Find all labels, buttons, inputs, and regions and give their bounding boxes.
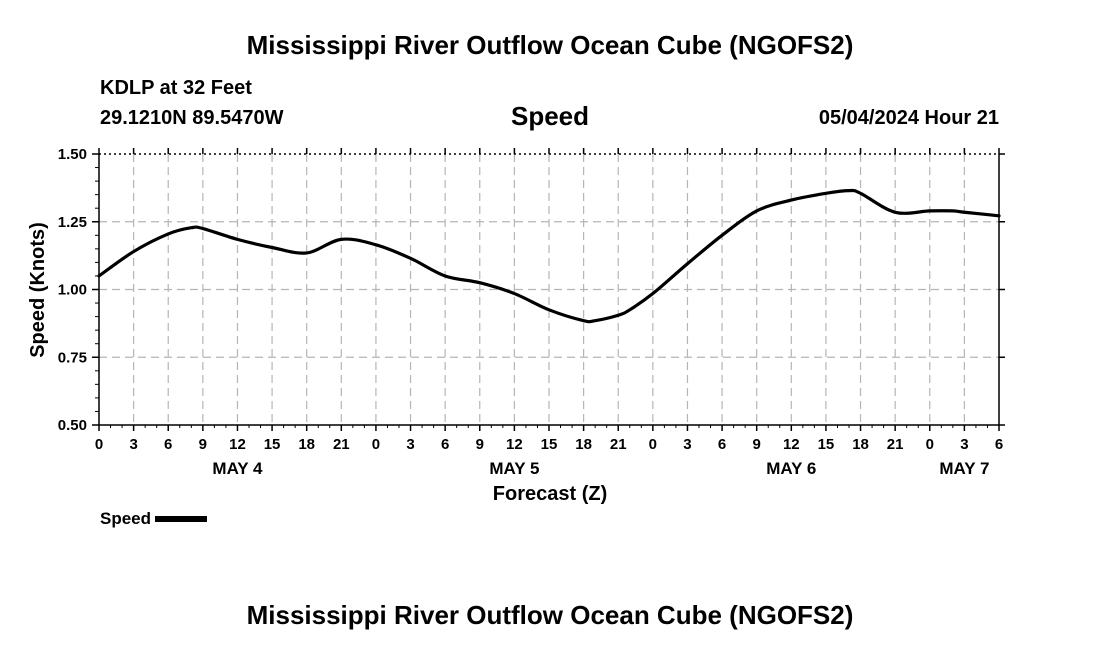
x-tick-label: 21 (887, 436, 904, 453)
variable-title: Speed (510, 101, 590, 131)
y-tick-label: 1.00 (58, 282, 87, 299)
y-tick-label: 0.50 (58, 417, 87, 434)
x-tick-label: 3 (683, 436, 691, 453)
x-tick-label: 3 (960, 436, 968, 453)
x-tick-label: 3 (129, 436, 137, 453)
x-axis-title: Forecast (Z) (493, 483, 607, 505)
x-tick-label: 0 (372, 436, 380, 453)
y-tick-label: 1.50 (58, 146, 87, 163)
day-label: MAY 4 (212, 459, 263, 478)
x-tick-label: 15 (541, 436, 558, 453)
day-label: MAY 6 (766, 459, 816, 478)
x-tick-label: 12 (783, 436, 800, 453)
x-tick-label: 9 (476, 436, 484, 453)
day-label: MAY 5 (489, 459, 539, 478)
x-tick-label: 21 (333, 436, 350, 453)
x-tick-label: 6 (995, 436, 1003, 453)
legend-swatch-speed (155, 516, 208, 522)
legend: Speed (100, 509, 208, 529)
x-tick-label: 9 (199, 436, 207, 453)
x-tick-label: 9 (753, 436, 761, 453)
y-tick-label: 1.25 (58, 214, 87, 231)
x-tick-label: 15 (264, 436, 281, 453)
x-tick-label: 6 (164, 436, 172, 453)
series-line-speed (97, 188, 1001, 324)
x-tick-label: 3 (406, 436, 414, 453)
x-tick-label: 12 (506, 436, 523, 453)
x-tick-label: 18 (852, 436, 869, 453)
forecast-datetime: 05/04/2024 Hour 21 (818, 107, 999, 129)
x-tick-label: 0 (649, 436, 657, 453)
x-tick-label: 0 (95, 436, 103, 453)
axes-layer (92, 148, 1005, 431)
y-axis-title: Speed (Knots) (27, 222, 49, 358)
labels-layer: 0.50 0.75 1.00 1.25 1.50 0 3 6 9 12 15 18 21 0 3 6 9 12 15… (58, 146, 1003, 478)
chart-main-title: Mississippi River Outflow Ocean Cube (NG… (246, 30, 854, 60)
x-tick-label: 12 (229, 436, 246, 453)
station-coordinates: 29.1210N 89.5470W (100, 107, 284, 129)
y-tick-label: 0.75 (58, 349, 87, 366)
grid-layer (99, 154, 999, 425)
x-tick-label: 6 (441, 436, 449, 453)
x-tick-label: 0 (926, 436, 934, 453)
footer-title: Mississippi River Outflow Ocean Cube (NG… (246, 600, 854, 630)
x-tick-label: 18 (575, 436, 592, 453)
station-label: KDLP at 32 Feet (100, 77, 252, 99)
x-tick-label: 6 (718, 436, 726, 453)
series-layer (97, 188, 1001, 324)
x-tick-label: 18 (298, 436, 315, 453)
legend-label-speed: Speed (100, 509, 152, 528)
x-tick-label: 15 (818, 436, 835, 453)
day-label: MAY 7 (939, 459, 989, 478)
x-tick-label: 21 (610, 436, 627, 453)
